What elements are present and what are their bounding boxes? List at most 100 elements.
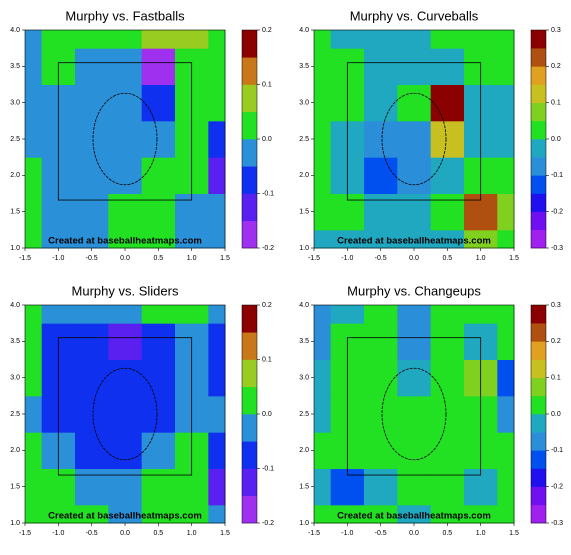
colorbar-tick-label: 0.2 [551,63,561,70]
x-tick-label: -1.5 [308,255,320,262]
colorbar-tick-label: 0.0 [262,411,272,418]
y-tick-label: 4.0 [10,302,20,309]
y-tick-label: 2.0 [299,447,309,454]
heat-cell [497,323,515,360]
y-tick-label: 3.5 [10,338,20,345]
y-tick-label: 2.5 [299,411,309,418]
colorbar-band [531,193,546,212]
heat-cell [497,504,515,524]
heat-cell [364,323,398,360]
colorbar-tick-label: 0.0 [551,411,561,418]
heat-cell [108,30,143,49]
heat-cell [397,193,432,231]
heat-cell [41,30,76,49]
heat-cell [208,84,226,122]
y-tick-label: 3.0 [10,100,20,107]
heat-cell [430,120,465,158]
y-tick-label: 2.5 [10,136,20,143]
heat-cell [430,305,465,324]
colorbar-band [531,66,546,85]
x-tick-label: 0.5 [442,530,452,537]
colorbar-tick-label: 0.0 [262,136,272,143]
heat-cell [208,229,226,249]
heat-cell [141,395,176,433]
colorbar-tick-label: -0.2 [551,484,563,491]
heat-cell [364,504,398,524]
zone-circle [381,367,447,461]
colorbar-band [531,341,546,360]
y-tick-label: 4.0 [299,27,309,34]
y-tick-label: 3.5 [299,63,309,70]
heat-cell [314,30,332,49]
heat-cell [141,120,176,158]
heat-cell [497,48,515,85]
heat-cell [208,48,226,85]
heat-cell [25,468,43,506]
heat-cell [497,395,515,433]
heat-cell [208,30,226,49]
heat-cell [25,359,43,397]
heat-cell [314,48,332,85]
heat-cell [314,504,332,524]
colorbar-band [531,175,546,194]
colorbar-tick-label: 0.3 [551,27,561,34]
heat-cell [397,359,432,397]
colorbar-band [531,30,546,49]
colorbar-band [531,102,546,122]
heat-cell [175,504,209,524]
colorbar-band [531,48,546,67]
y-tick-label: 3.0 [299,375,309,382]
heat-cell [25,504,43,524]
y-tick-label: 1.0 [10,245,20,252]
strike-zone [57,337,193,476]
heat-cell [314,323,332,360]
colorbar-band [242,386,257,415]
heat-cell [364,157,398,194]
strike-zone [346,62,482,201]
heat-cell [141,323,176,360]
heat-cell [108,323,143,360]
heat-cell [430,504,465,524]
colorbar-band [531,211,546,231]
x-tick-label: 1.5 [220,255,230,262]
heat-cell [314,468,332,506]
colorbar-band [531,139,546,158]
chart-title: Murphy vs. Curveballs [350,8,479,23]
heat-cell [330,229,365,249]
heat-cell [75,157,109,194]
heat-cell [430,229,465,249]
colorbar-band [242,30,257,58]
colorbar-band [242,57,257,85]
x-tick-label: 0.5 [442,255,452,262]
heat-cell [397,432,432,469]
x-tick-label: 0.0 [120,530,130,537]
heat-cell [75,48,109,85]
heat-cell [208,504,226,524]
heat-cell [314,359,332,397]
heat-cell [108,193,143,231]
heat-cell [497,120,515,158]
heat-cell [397,157,432,194]
colorbar-band [531,84,546,103]
heat-cell [314,395,332,433]
heat-cell [314,157,332,194]
colorbar-tick-label: 0.0 [551,136,561,143]
y-tick-label: 2.5 [10,411,20,418]
colorbar-band [242,468,257,497]
heat-cell [108,229,143,249]
x-tick-label: -0.5 [375,530,387,537]
heat-cell [364,432,398,469]
heat-cell [75,30,109,49]
colorbar-tick-label: -0.1 [551,172,563,179]
heat-cell [208,193,226,231]
heatmap-panel: Murphy vs. Curveballs Created at baseball… [299,8,563,261]
heat-cell [208,432,226,469]
annotation: Created at baseballheatmaps.com [48,511,202,522]
annotation: Created at baseballheatmaps.com [337,511,491,522]
heat-cell [497,468,515,506]
y-tick-label: 1.5 [299,484,309,491]
colorbar-tick-label: -0.2 [262,520,274,527]
x-tick-label: 1.0 [187,530,197,537]
heat-cell [314,193,332,231]
chart-title: Murphy vs. Fastballs [65,8,185,23]
